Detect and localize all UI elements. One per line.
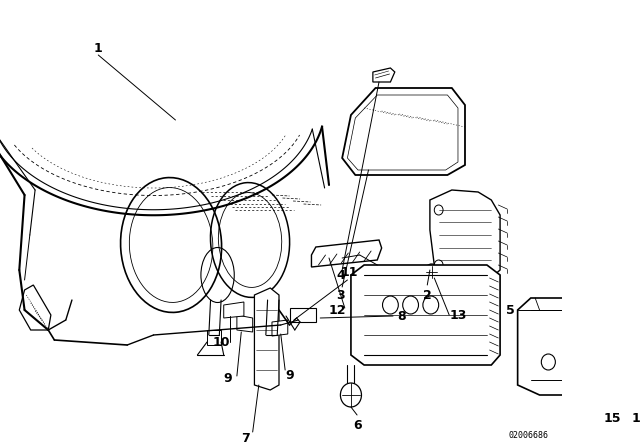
Polygon shape: [518, 298, 640, 395]
Text: 4: 4: [336, 268, 345, 281]
Polygon shape: [19, 285, 51, 330]
Polygon shape: [430, 190, 500, 285]
Polygon shape: [342, 88, 465, 175]
Polygon shape: [351, 265, 500, 365]
Polygon shape: [289, 308, 316, 322]
Text: 11: 11: [340, 266, 358, 279]
Text: 1: 1: [94, 42, 102, 55]
Polygon shape: [224, 302, 244, 318]
Text: 9: 9: [285, 369, 294, 382]
Polygon shape: [255, 288, 279, 390]
Text: 02006686: 02006686: [509, 431, 549, 439]
Text: 15: 15: [604, 412, 621, 425]
Polygon shape: [237, 315, 253, 332]
Text: 6: 6: [353, 418, 362, 431]
Text: 14: 14: [632, 412, 640, 425]
Text: 5: 5: [506, 303, 515, 316]
Text: 3: 3: [336, 289, 345, 302]
Polygon shape: [373, 68, 395, 82]
Text: 10: 10: [212, 336, 230, 349]
Text: 13: 13: [449, 309, 467, 322]
Polygon shape: [272, 320, 288, 336]
Polygon shape: [312, 240, 381, 267]
Text: 7: 7: [241, 431, 250, 444]
Text: 12: 12: [329, 303, 346, 316]
Text: 9: 9: [224, 371, 232, 384]
Text: 8: 8: [397, 310, 406, 323]
Text: 2: 2: [423, 289, 431, 302]
